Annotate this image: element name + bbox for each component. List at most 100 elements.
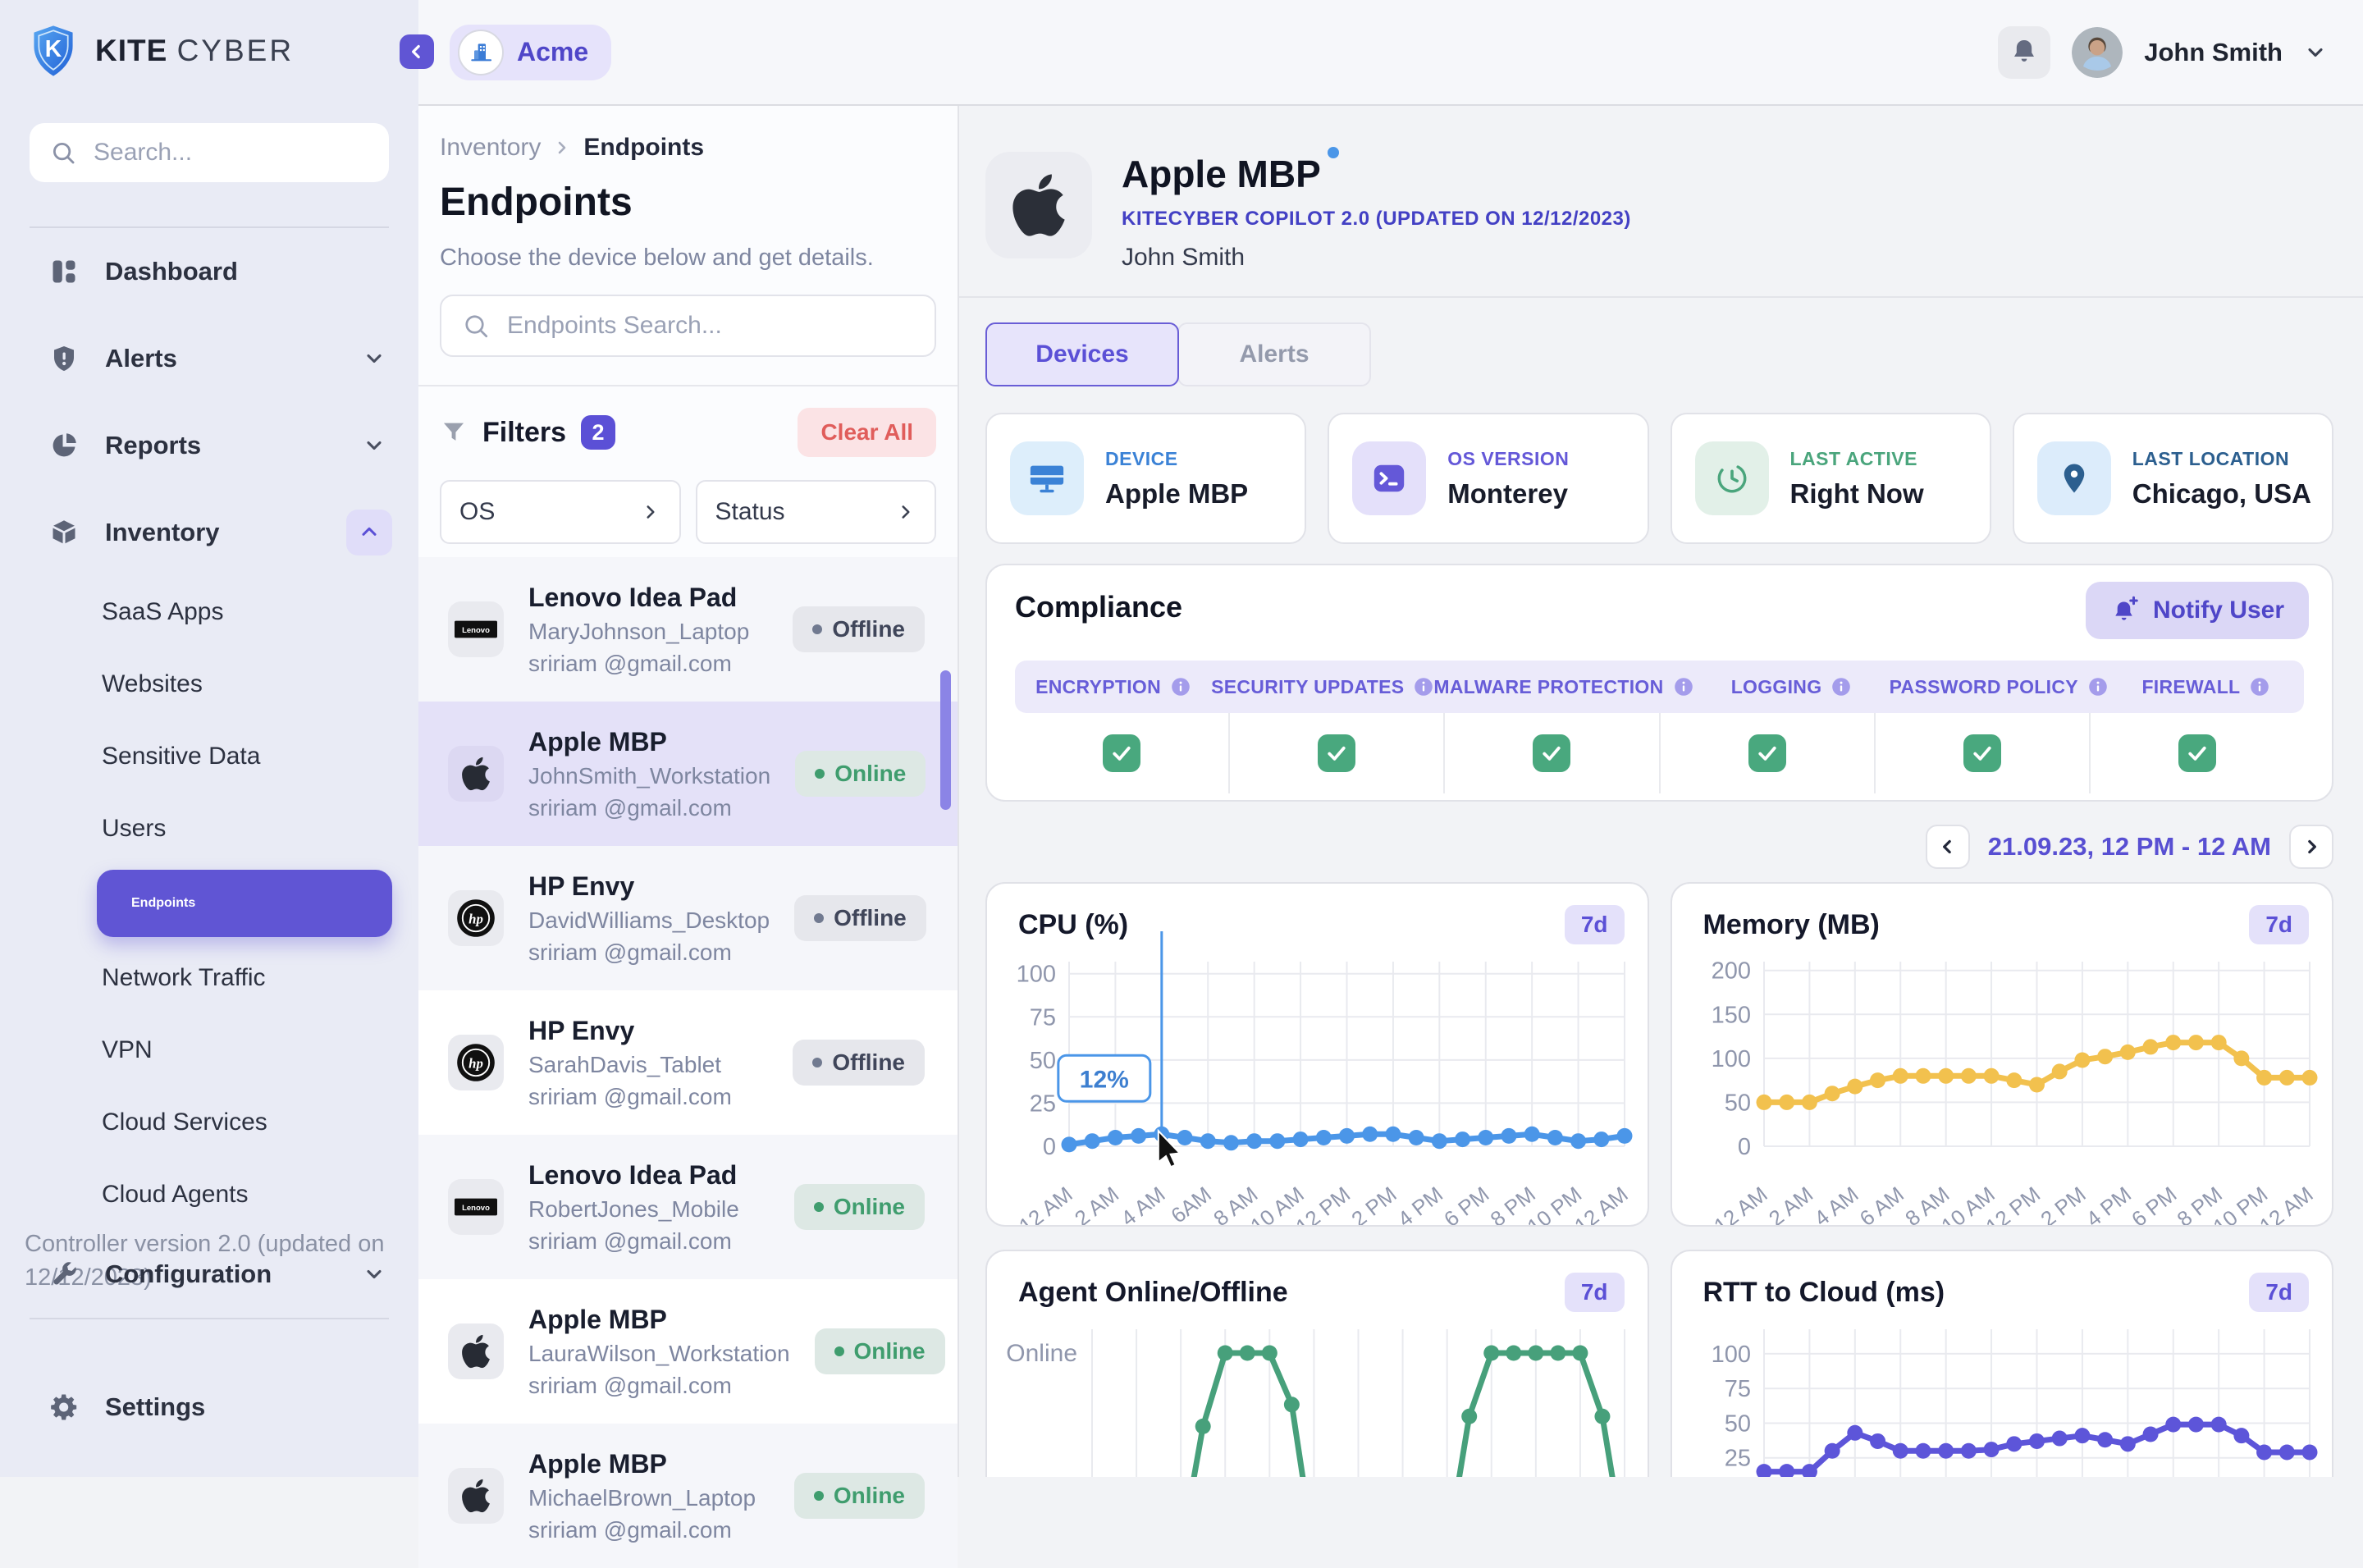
- sidebar-item-websites[interactable]: Websites: [0, 648, 418, 720]
- sidebar-item-label: Reports: [105, 431, 202, 459]
- sidebar-item-inventory[interactable]: Inventory: [0, 489, 418, 576]
- filter-dropdown-os[interactable]: OS: [440, 480, 681, 544]
- compliance-columns: ENCRYPTION SECURITY UPDATES MALWARE PROT…: [1015, 661, 2304, 713]
- device-name: HP Envy: [528, 1015, 635, 1045]
- info-card-label: LAST ACTIVE: [1789, 447, 1917, 469]
- device-title: Apple MBP: [1122, 147, 1339, 196]
- sidebar-collapse-button[interactable]: [400, 34, 434, 69]
- sidebar-item-dashboard[interactable]: Dashboard: [0, 228, 418, 315]
- notifications-button[interactable]: [1998, 25, 2051, 79]
- wrench-icon: [46, 1259, 82, 1289]
- lenovo-brand-icon: Lenovo: [448, 1179, 504, 1235]
- info-card-value: Monterey: [1447, 478, 1568, 509]
- apple-logo-icon: [985, 152, 1092, 258]
- hp-brand-icon: hp: [448, 1035, 504, 1090]
- sidebar-item-users[interactable]: Users: [0, 793, 418, 865]
- memory-chart[interactable]: 12 AM 2 AM 4 AM 6 AM 8 AM 10 AM 12 PM 2 PM 4 PM 6…: [1672, 884, 2333, 1225]
- info-card-value: Apple MBP: [1105, 478, 1249, 509]
- agent-online-chart[interactable]: Online: [987, 1251, 1648, 1477]
- prev-range-button[interactable]: [1925, 825, 1970, 869]
- check-icon: [1963, 734, 2001, 772]
- info-icon[interactable]: [2088, 677, 2108, 697]
- breadcrumb: Inventory Endpoints: [440, 134, 958, 162]
- svg-text:150: 150: [1711, 1002, 1750, 1028]
- info-icon[interactable]: [2250, 677, 2269, 697]
- status-badge: Offline: [794, 895, 926, 941]
- svg-text:75: 75: [1724, 1376, 1750, 1402]
- sidebar-item-settings[interactable]: Settings: [0, 1364, 418, 1451]
- compliance-check-cell: [2091, 713, 2304, 793]
- chevron-right-icon: [895, 501, 916, 523]
- compliance-card: Compliance Notify User ENCRYPTION SECURI…: [985, 564, 2333, 802]
- org-name: Acme: [517, 37, 589, 66]
- breadcrumb-inventory[interactable]: Inventory: [440, 134, 542, 161]
- info-icon[interactable]: [1674, 677, 1693, 697]
- tab-alerts[interactable]: Alerts: [1177, 322, 1371, 386]
- device-row[interactable]: Lenovo Lenovo Idea Pad MaryJohnson_Lapto…: [418, 557, 958, 702]
- org-switcher[interactable]: Acme: [450, 24, 612, 80]
- device-email: sririam @gmail.com: [528, 939, 732, 965]
- range-badge[interactable]: 7d: [2249, 905, 2309, 944]
- rtt-chart[interactable]: 100 75 50 25: [1672, 1251, 2333, 1477]
- chevron-down-icon[interactable]: [363, 434, 386, 457]
- chevron-down-icon[interactable]: [2304, 41, 2327, 64]
- svg-text:75: 75: [1030, 1004, 1056, 1031]
- next-range-button[interactable]: [2289, 825, 2333, 869]
- sidebar-item-reports[interactable]: Reports: [0, 402, 418, 489]
- svg-text:50: 50: [1030, 1048, 1056, 1074]
- cpu-chart[interactable]: 12 AM 2 AM 4 AM 6AM 8 AM 10 AM 12 PM 2 PM 4 PM 6 …: [987, 884, 1648, 1225]
- device-row[interactable]: hp HP Envy DavidWilliams_Desktop sririam…: [418, 846, 958, 990]
- breadcrumb-endpoints: Endpoints: [583, 134, 705, 161]
- apple-brand-icon: [448, 1468, 504, 1524]
- sidebar-item-saas-apps[interactable]: SaaS Apps: [0, 576, 418, 648]
- chart-title: CPU (%): [1018, 908, 1129, 940]
- sidebar-item-configuration[interactable]: Configuration: [0, 1231, 418, 1318]
- sidebar-item-sensitive-data[interactable]: Sensitive Data: [0, 720, 418, 793]
- avatar[interactable]: [2072, 26, 2123, 78]
- sidebar-item-label: Cloud Agents: [102, 1181, 249, 1208]
- device-email: sririam @gmail.com: [528, 794, 732, 821]
- shield-logo-icon: K: [30, 24, 77, 78]
- sidebar-item-cloud-services[interactable]: Cloud Services: [0, 1086, 418, 1159]
- chevron-up-icon[interactable]: [346, 510, 392, 555]
- info-icon[interactable]: [1831, 677, 1851, 697]
- chevron-down-icon[interactable]: [363, 347, 386, 370]
- filter-dropdown-status[interactable]: Status: [695, 480, 936, 544]
- sidebar-item-endpoints[interactable]: Endpoints: [97, 870, 392, 937]
- device-row[interactable]: Lenovo Lenovo Idea Pad RobertJones_Mobil…: [418, 1135, 958, 1279]
- scrollbar[interactable]: [940, 670, 951, 810]
- copilot-line: KITECYBER COPILOT 2.0 (UPDATED ON 12/12/…: [1122, 208, 1631, 230]
- info-card-device: DEVICE Apple MBP: [985, 413, 1307, 544]
- device-row[interactable]: Apple MBP MichaelBrown_Laptop sririam @g…: [418, 1424, 958, 1568]
- compliance-column-encryption: ENCRYPTION: [1015, 676, 1211, 698]
- building-icon: [458, 29, 504, 75]
- svg-text:25: 25: [1724, 1446, 1750, 1472]
- sidebar: K KITE CYBER Dashboard Alerts Reports In…: [0, 0, 418, 1477]
- device-row[interactable]: Apple MBP LauraWilson_Workstation sriria…: [418, 1279, 958, 1424]
- chevron-down-icon[interactable]: [363, 1263, 386, 1286]
- range-badge[interactable]: 7d: [1564, 1273, 1625, 1312]
- range-badge[interactable]: 7d: [2249, 1273, 2309, 1312]
- svg-text:0: 0: [1737, 1134, 1750, 1160]
- info-icon[interactable]: [1171, 677, 1191, 697]
- svg-text:6AM: 6AM: [1166, 1182, 1216, 1225]
- info-icon[interactable]: [1414, 677, 1433, 697]
- svg-text:4 AM: 4 AM: [1116, 1182, 1169, 1225]
- range-badge[interactable]: 7d: [1564, 905, 1625, 944]
- sidebar-item-vpn[interactable]: VPN: [0, 1014, 418, 1086]
- sidebar-item-cloud-agents[interactable]: Cloud Agents: [0, 1159, 418, 1231]
- endpoints-search-input[interactable]: [505, 311, 915, 341]
- monitor-icon: [1010, 441, 1084, 515]
- lenovo-brand-icon: Lenovo: [448, 601, 504, 657]
- agent-chart-card: Agent Online/Offline 7d Online: [985, 1250, 1649, 1477]
- user-name[interactable]: John Smith: [2144, 37, 2283, 66]
- device-row[interactable]: hp HP Envy SarahDavis_Tablet sririam @gm…: [418, 990, 958, 1135]
- clear-all-button[interactable]: Clear All: [798, 408, 936, 457]
- sidebar-item-alerts[interactable]: Alerts: [0, 315, 418, 402]
- svg-text:2 PM: 2 PM: [1346, 1182, 1401, 1225]
- tab-devices[interactable]: Devices: [985, 322, 1179, 386]
- sidebar-search-input[interactable]: [92, 138, 412, 167]
- device-row[interactable]: Apple MBP JohnSmith_Workstation sririam …: [418, 702, 958, 846]
- notify-user-button[interactable]: Notify User: [2085, 582, 2309, 639]
- sidebar-item-network-traffic[interactable]: Network Traffic: [0, 942, 418, 1014]
